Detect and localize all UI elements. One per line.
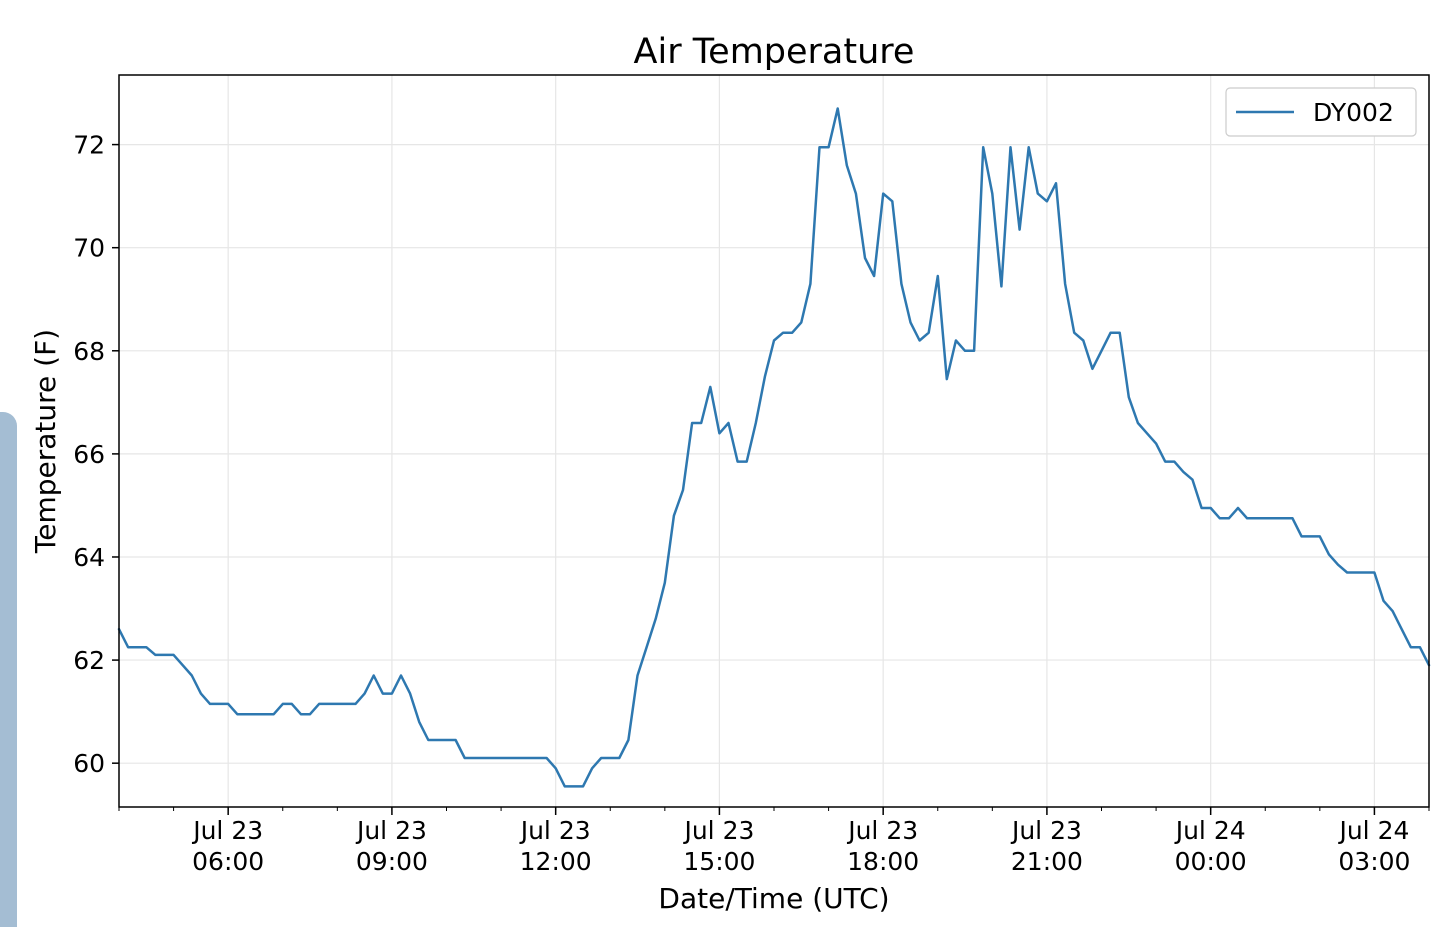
x-tick-label-date: Jul 23 xyxy=(1010,816,1082,845)
y-axis-label: Temperature (F) xyxy=(29,329,62,554)
y-tick-label: 60 xyxy=(73,749,105,778)
x-tick-label-time: 00:00 xyxy=(1175,847,1247,876)
legend: DY002 xyxy=(1225,87,1417,137)
x-tick-label-date: Jul 23 xyxy=(519,816,591,845)
legend-box xyxy=(1225,87,1417,137)
y-tick-label: 66 xyxy=(73,440,105,469)
x-tick-label-date: Jul 24 xyxy=(1174,816,1246,845)
side-panel-tab[interactable] xyxy=(0,412,17,927)
x-axis-label: Date/Time (UTC) xyxy=(658,882,889,915)
y-tick-label: 70 xyxy=(73,234,105,263)
x-tick-label-date: Jul 23 xyxy=(355,816,427,845)
y-tick-label: 68 xyxy=(73,337,105,366)
x-tick-label-date: Jul 23 xyxy=(191,816,263,845)
grid-lines xyxy=(119,75,1429,807)
chart-title: Air Temperature xyxy=(634,32,915,72)
plot-area-frame xyxy=(118,74,1430,808)
y-tick-label: 62 xyxy=(73,646,105,675)
x-tick-label-date: Jul 23 xyxy=(846,816,918,845)
x-tick-label-time: 06:00 xyxy=(192,847,264,876)
x-tick-label-time: 15:00 xyxy=(683,847,755,876)
x-tick-label-date: Jul 24 xyxy=(1337,816,1409,845)
x-tick-label-time: 09:00 xyxy=(356,847,428,876)
series-line-dy002 xyxy=(117,107,1431,788)
y-tick-label: 72 xyxy=(73,131,105,160)
y-tick-label: 64 xyxy=(73,543,105,572)
x-tick-label-time: 21:00 xyxy=(1011,847,1083,876)
x-tick-label-time: 12:00 xyxy=(520,847,592,876)
x-tick-label-time: 03:00 xyxy=(1338,847,1410,876)
series-layer xyxy=(117,107,1431,788)
x-tick-label-time: 18:00 xyxy=(847,847,919,876)
x-tick-label-date: Jul 23 xyxy=(682,816,754,845)
legend-label-dy002: DY002 xyxy=(1313,98,1394,127)
